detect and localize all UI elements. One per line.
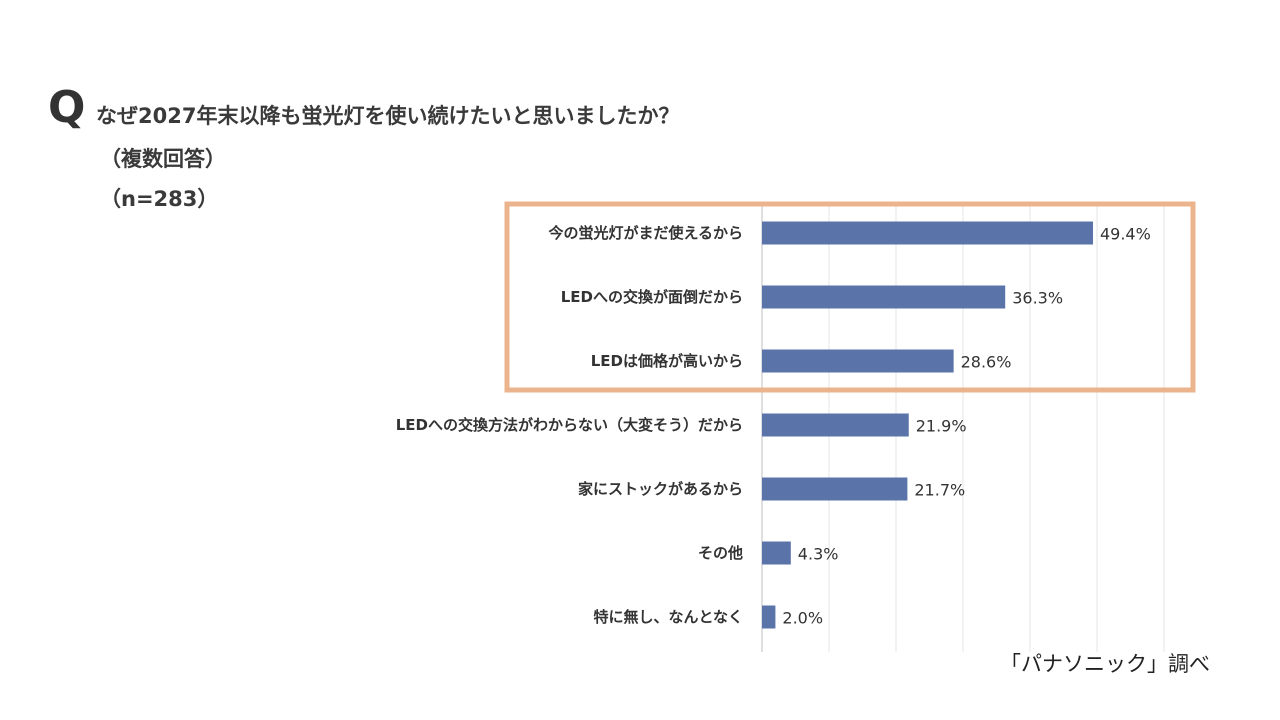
bar xyxy=(762,605,776,629)
highlight-box xyxy=(504,201,1196,393)
value-label: 21.7% xyxy=(914,481,965,500)
question-mark: Q xyxy=(48,82,86,133)
value-label: 49.4% xyxy=(1100,225,1151,244)
value-label: 28.6% xyxy=(961,353,1012,372)
value-label: 2.0% xyxy=(782,609,823,628)
source-credit: 「パナソニック」調べ xyxy=(1000,652,1210,676)
bar xyxy=(762,541,791,565)
value-label: 21.9% xyxy=(916,417,967,436)
category-label: その他 xyxy=(698,544,743,562)
value-labels: 49.4% 36.3% 28.6% 21.9% 21.7% 4.3% 2.0% xyxy=(782,225,1150,628)
category-labels: 今の蛍光灯がまだ使えるから LEDへの交換が面倒だから LEDは価格が高いから LED… xyxy=(396,224,743,626)
question-title: なぜ2027年末以降も蛍光灯を使い続けたいと思いましたか？ xyxy=(96,104,680,128)
bar xyxy=(762,413,909,437)
category-label: LEDは価格が高いから xyxy=(591,352,743,370)
category-label: 特に無し、なんとなく xyxy=(593,608,743,626)
category-label: 今の蛍光灯がまだ使えるから xyxy=(547,224,743,242)
highlight-frame xyxy=(504,201,1196,393)
sample-size: （n=283） xyxy=(100,187,219,211)
bar xyxy=(762,221,1093,245)
value-label: 4.3% xyxy=(798,545,839,564)
bars xyxy=(762,221,1093,629)
category-label: LEDへの交換方法がわからない（大変そう）だから xyxy=(396,416,743,434)
category-label: 家にストックがあるから xyxy=(578,480,743,498)
bar xyxy=(762,349,954,373)
bar xyxy=(762,285,1006,309)
question-note: （複数回答） xyxy=(100,147,226,171)
category-label: LEDへの交換が面倒だから xyxy=(561,288,743,306)
bar xyxy=(762,477,908,501)
value-label: 36.3% xyxy=(1012,289,1063,308)
